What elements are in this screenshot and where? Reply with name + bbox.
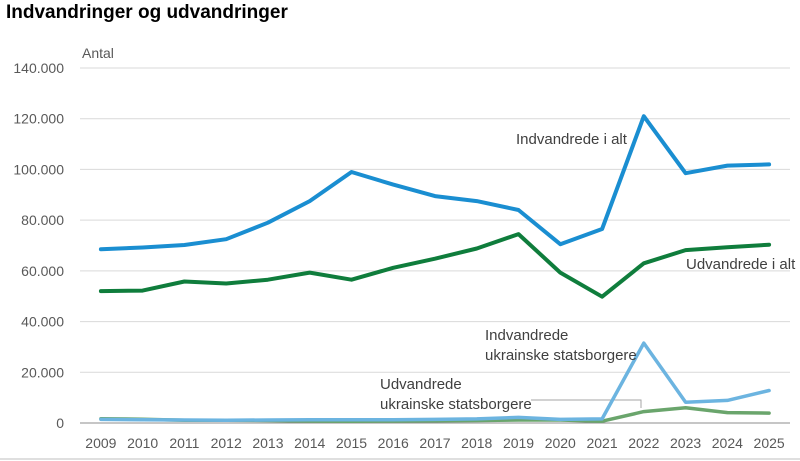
x-tick-label: 2021 [586, 435, 617, 451]
y-axis-unit-label: Antal [82, 45, 114, 61]
gridlines [80, 67, 790, 373]
x-tick-label: 2010 [127, 435, 158, 451]
series-lines [98, 114, 772, 423]
x-tick-label: 2012 [211, 435, 242, 451]
y-tick-label: 0 [56, 415, 64, 431]
x-tick-label: 2022 [628, 435, 659, 451]
chart-title: Indvandringer og udvandringer [6, 2, 288, 23]
x-tick-label: 2017 [419, 435, 450, 451]
x-tick-label: 2009 [85, 435, 116, 451]
series-label-line: Indvandrede [485, 327, 568, 344]
series-label: Indvandrede ukrainske statsborgere [485, 327, 637, 364]
y-tick-label: 100.000 [13, 161, 64, 177]
x-tick-label: 2018 [461, 435, 492, 451]
x-tick-label: 2014 [294, 435, 325, 451]
series-label-line: Udvandrede i alt [686, 256, 796, 273]
series-label: Udvandrede ukrainske statsborgere [380, 376, 532, 413]
series-label: Indvandrede i alt [516, 131, 628, 148]
series-label-line: ukrainske statsborgere [380, 396, 532, 413]
series-line [98, 232, 772, 299]
x-tick-label: 2015 [336, 435, 367, 451]
y-tick-label: 140.000 [13, 60, 64, 76]
x-tick-label: 2013 [252, 435, 283, 451]
x-tick-label: 2024 [712, 435, 743, 451]
x-tick-label: 2019 [503, 435, 534, 451]
series-label-line: Udvandrede [380, 376, 462, 393]
series-line [98, 114, 772, 252]
x-tick-label: 2016 [378, 435, 409, 451]
x-tick-label: 2023 [670, 435, 701, 451]
series-labels: Indvandrede i alt Udvandrede i alt Indvand… [380, 131, 796, 413]
y-tick-label: 120.000 [13, 111, 64, 127]
y-tick-label: 80.000 [21, 212, 64, 228]
x-tick-label: 2020 [545, 435, 576, 451]
leader-lines [531, 399, 642, 408]
x-tick-label: 2011 [169, 435, 199, 451]
series-line [99, 341, 771, 422]
leader-line [531, 399, 642, 408]
series-label-line: Indvandrede i alt [516, 131, 628, 148]
y-tick-label: 20.000 [21, 364, 64, 380]
y-tick-label: 40.000 [21, 314, 64, 330]
axes: 0 20.000 40.000 60.000 80.000 100.000 120.000 1… [0, 60, 800, 460]
y-tick-label: 60.000 [21, 263, 64, 279]
series-label: Udvandrede i alt [686, 256, 796, 273]
x-tick-label: 2025 [754, 435, 785, 451]
series-label-line: ukrainske statsborgere [485, 347, 637, 364]
